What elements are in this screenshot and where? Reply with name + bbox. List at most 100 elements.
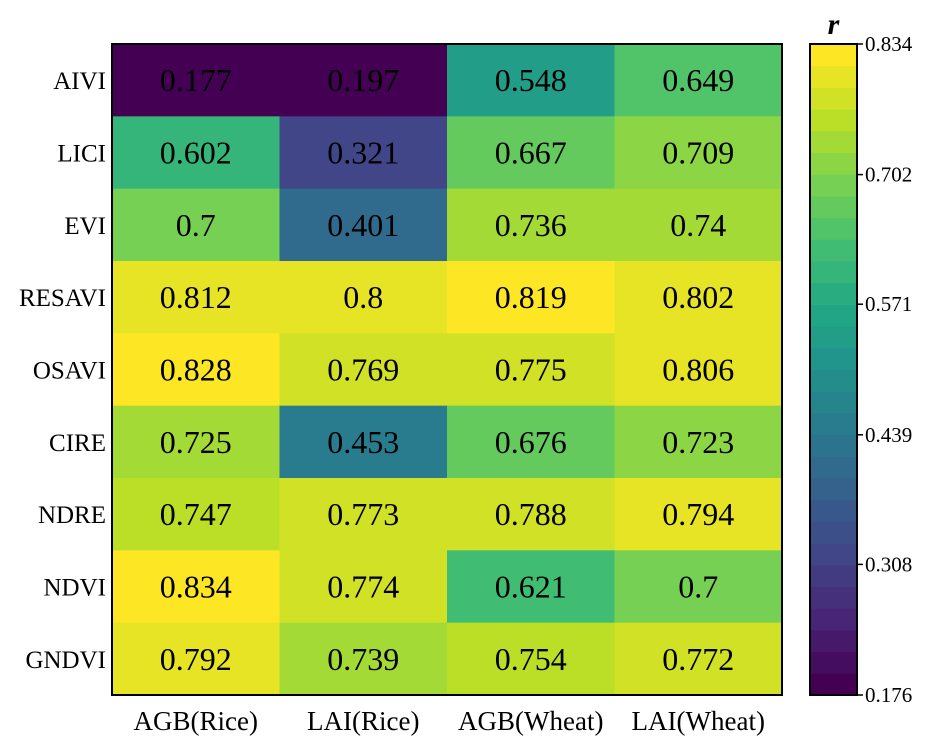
heatmap-cell: [614, 478, 783, 551]
row-labels: AIVI LICI EVI RESAVI OSAVI CIRE NDRE NDVI GNDVI: [19, 68, 106, 674]
cell-value-label: 0.723: [662, 424, 734, 460]
column-labels: AGB(Rice) LAI(Rice) AGB(Wheat) LAI(Wheat): [134, 706, 765, 736]
colorbar-segment: [810, 673, 857, 696]
colorbar-segment: [810, 391, 857, 414]
row-label: GNDVI: [25, 647, 106, 674]
cell-value-label: 0.834: [160, 569, 232, 605]
heatmap-cell: [447, 333, 615, 407]
heatmap-cell: [447, 405, 615, 479]
colorbar-tick-label: 0.439: [865, 423, 912, 447]
cell-value-label: 0.621: [495, 569, 567, 605]
colorbar-segment: [810, 239, 857, 262]
cell-value-label: 0.806: [662, 352, 734, 388]
cell-value-label: 0.775: [495, 352, 567, 388]
row-label: EVI: [64, 213, 106, 240]
heatmap-cell: [279, 188, 448, 262]
colorbar-segment: [810, 130, 857, 153]
cell-value-label: 0.667: [495, 135, 567, 171]
heatmap-cell: [112, 116, 280, 190]
colorbar-tick-label: 0.834: [865, 32, 913, 56]
cell-value-label: 0.7: [678, 569, 718, 605]
cell-value-label: 0.74: [670, 207, 726, 243]
heatmap-cell: [279, 405, 448, 479]
heatmap-cell: [447, 116, 615, 190]
row-label: AIVI: [53, 68, 106, 95]
heatmap-cell: [447, 622, 615, 696]
heatmap-cell: [279, 478, 448, 551]
cell-value-label: 0.548: [495, 62, 567, 98]
colorbar-segment: [810, 174, 857, 197]
cell-value-label: 0.177: [160, 62, 232, 98]
column-label: AGB(Wheat): [458, 706, 603, 736]
heatmap-cell: [112, 478, 280, 551]
cell-value-label: 0.819: [495, 279, 567, 315]
colorbar-ticks: 0.834 0.702 0.571 0.439 0.308 0.176: [857, 32, 913, 707]
cell-value-label: 0.788: [495, 496, 567, 532]
colorbar-segment: [810, 499, 857, 522]
heatmap-cell: [112, 405, 280, 479]
colorbar-segment: [810, 608, 857, 631]
colorbar-segment: [810, 651, 857, 674]
colorbar-segment: [810, 217, 857, 240]
cell-value-label: 0.453: [327, 424, 399, 460]
row-label: CIRE: [49, 430, 106, 457]
heatmap-cell: [112, 550, 280, 624]
heatmap-cell: [614, 116, 783, 190]
cell-value-label: 0.649: [662, 62, 734, 98]
colorbar-segment: [810, 412, 857, 436]
cell-value-label: 0.7: [176, 207, 216, 243]
heatmap-cell: [447, 44, 615, 117]
heatmap-cell: [614, 44, 783, 117]
cell-value-label: 0.197: [327, 62, 399, 98]
cell-value-label: 0.754: [495, 641, 567, 677]
cell-value-label: 0.709: [662, 135, 734, 171]
colorbar-segment: [810, 456, 857, 479]
colorbar-title: r: [828, 8, 840, 41]
heatmap-cell: [614, 622, 783, 696]
heatmap-cell: [447, 188, 615, 262]
heatmap-cell: [279, 333, 448, 407]
heatmap-cell: [447, 478, 615, 551]
heatmap-cell: [112, 622, 280, 696]
heatmap-cell-labels: 0.177 0.197 0.548 0.649 0.602 0.321 0.667 0.709…: [160, 62, 735, 677]
cell-value-label: 0.792: [160, 641, 232, 677]
cell-value-label: 0.8: [343, 279, 383, 315]
heatmap-cell: [112, 261, 280, 334]
row-label: OSAVI: [33, 358, 106, 385]
heatmap-frame: [111, 43, 783, 696]
cell-value-label: 0.725: [160, 424, 232, 460]
colorbar-tick-label: 0.308: [865, 552, 912, 576]
colorbar-segment: [810, 521, 857, 544]
colorbar-segment: [810, 44, 857, 67]
colorbar-segment: [810, 304, 857, 327]
heatmap-cell: [614, 188, 783, 262]
heatmap-cell: [614, 261, 783, 334]
heatmap-cell: [614, 333, 783, 407]
cell-value-label: 0.739: [327, 641, 399, 677]
colorbar-segment: [810, 65, 857, 88]
colorbar-segment: [810, 369, 857, 392]
cell-value-label: 0.747: [160, 496, 232, 532]
heatmap-cell: [112, 44, 280, 117]
colorbar-segment: [810, 629, 857, 653]
heatmap-cells: [112, 44, 783, 696]
colorbar-frame: [809, 43, 858, 696]
column-label: LAI(Rice): [307, 706, 419, 736]
colorbar-segment: [810, 109, 857, 132]
colorbar: [810, 44, 857, 696]
cell-value-label: 0.828: [160, 352, 232, 388]
column-label: LAI(Wheat): [632, 706, 765, 736]
cell-value-label: 0.769: [327, 352, 399, 388]
colorbar-segment: [810, 326, 857, 349]
heatmap-cell: [279, 116, 448, 190]
heatmap-cell: [279, 44, 448, 117]
heatmap-cell: [279, 622, 448, 696]
cell-value-label: 0.401: [327, 207, 399, 243]
heatmap-cell: [614, 550, 783, 624]
colorbar-segment: [810, 478, 857, 501]
cell-value-label: 0.774: [327, 569, 399, 605]
cell-value-label: 0.602: [160, 135, 232, 171]
colorbar-tick-label: 0.176: [865, 683, 912, 707]
colorbar-segment: [810, 195, 857, 219]
